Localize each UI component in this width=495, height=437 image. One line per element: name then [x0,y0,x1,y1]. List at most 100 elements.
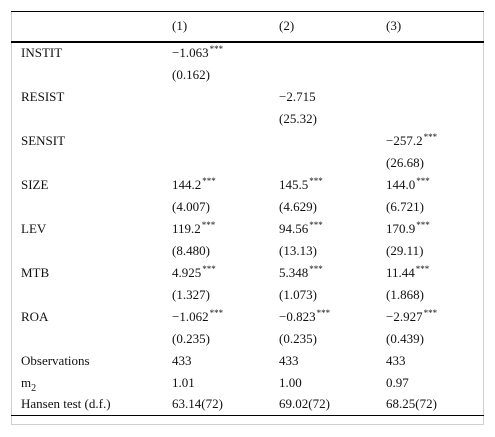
coef-cell: −257.2*** [376,130,484,152]
std-error: (25.32) [279,110,317,126]
header-blank [11,11,162,43]
std-error: (0.235) [279,330,317,346]
std-error: (8.480) [172,242,210,258]
coef-value: −0.823 [279,308,316,324]
coef-cell: −1.062*** [162,306,269,328]
coef-value: −257.2 [386,132,423,148]
se-row: (8.480) (13.13) (29.11) [11,240,484,262]
coef-cell [162,86,269,108]
coef-row: LEV 119.2*** 94.56*** 170.9*** [11,218,484,240]
std-error: (1.327) [172,286,210,302]
coef-cell [269,42,376,64]
significance-stars: *** [202,175,216,186]
row-label: m2 [11,372,162,394]
stat-value: 433 [172,352,192,368]
coef-row: MTB 4.925*** 5.348*** 11.44*** [11,262,484,284]
table-header-row: (1) (2) (3) [11,11,484,43]
coef-cell [376,42,484,64]
coef-cell: 119.2*** [162,218,269,240]
coef-value: 144.0 [386,176,416,192]
se-row: (4.007) (4.629) (6.721) [11,196,484,218]
coef-cell: 94.56*** [269,218,376,240]
coef-cell: 170.9*** [376,218,484,240]
stat-value: 1.00 [279,374,302,390]
coef-cell: −0.823*** [269,306,376,328]
std-error [162,152,269,174]
row-label: MTB [21,264,50,280]
std-error: (0.162) [172,66,210,82]
coef-row: SENSIT −257.2*** [11,130,484,152]
significance-stars: *** [201,219,216,230]
row-label: SENSIT [21,132,66,148]
stat-value: 433 [386,352,406,368]
coef-value: −1.063 [172,45,209,60]
significance-stars: *** [423,131,438,142]
std-error [269,152,376,174]
std-error: (13.13) [279,242,317,258]
significance-stars: *** [316,307,331,318]
significance-stars: *** [416,175,430,186]
stat-value: 69.02(72) [269,393,376,416]
coef-value: 119.2 [172,220,201,236]
coef-row: SIZE 144.2*** 145.5*** 144.0*** [11,174,484,196]
std-error: (0.439) [386,330,424,346]
std-error [162,108,269,130]
stats-row-m2: m2 1.01 1.00 0.97 [11,372,484,394]
coef-value: −2.927 [386,308,423,324]
row-label: RESIST [21,88,65,104]
coef-value: 144.2 [172,176,202,192]
std-error: (6.721) [386,198,424,214]
coef-row: INSTIT −1.063*** [11,42,484,64]
se-row: (0.162) [11,64,484,86]
std-error: (0.235) [172,330,210,346]
coef-row: ROA −1.062*** −0.823*** −2.927*** [11,306,484,328]
coef-cell: −1.063*** [162,42,269,64]
coef-cell [162,130,269,152]
m2-label: m2 [21,374,37,394]
coef-value: 11.44 [386,264,415,280]
stats-row-observations: Observations 433 433 433 [11,350,484,372]
stat-value: 1.01 [172,374,195,390]
stat-value: 63.14(72) [162,393,269,416]
row-label: LEV [21,220,47,236]
coef-cell [376,86,484,108]
se-row: (1.327) (1.073) (1.868) [11,284,484,306]
stat-value: 433 [279,352,299,368]
significance-stars: *** [309,219,323,230]
significance-stars: *** [209,44,224,54]
stat-value: 68.25(72) [376,393,484,416]
std-error [376,64,484,86]
coef-cell: 144.2*** [162,174,269,196]
significance-stars: *** [209,307,224,318]
coef-cell: −2.715 [269,86,376,108]
column-header: (1) [162,11,269,43]
significance-stars: *** [416,219,430,230]
coef-value: −1.062 [172,308,209,324]
coef-cell: 5.348*** [269,262,376,284]
row-label: Hansen test (d.f.) [11,393,162,416]
coef-cell: 144.0*** [376,174,484,196]
se-row: (0.235) (0.235) (0.439) [11,328,484,350]
coef-row: RESIST −2.715 [11,86,484,108]
significance-stars: *** [202,263,216,274]
std-error [269,64,376,86]
coef-value: −2.715 [279,88,316,104]
std-error: (1.868) [386,286,424,302]
row-label: ROA [21,308,49,324]
se-row: (25.32) [11,108,484,130]
std-error: (29.11) [386,242,424,258]
std-error: (26.68) [386,154,424,170]
coef-cell: 145.5*** [269,174,376,196]
significance-stars: *** [423,307,438,318]
std-error: (4.007) [172,198,210,214]
coef-value: 145.5 [279,176,309,192]
significance-stars: *** [309,175,323,186]
regression-table: (1) (2) (3) INSTIT −1.063*** (0.162) RES… [11,11,484,416]
coef-value: 170.9 [386,220,416,236]
std-error: (1.073) [279,286,317,302]
se-row: (26.68) [11,152,484,174]
coef-cell: 4.925*** [162,262,269,284]
coef-value: 5.348 [279,264,309,280]
std-error: (4.629) [279,198,317,214]
significance-stars: *** [309,263,323,274]
